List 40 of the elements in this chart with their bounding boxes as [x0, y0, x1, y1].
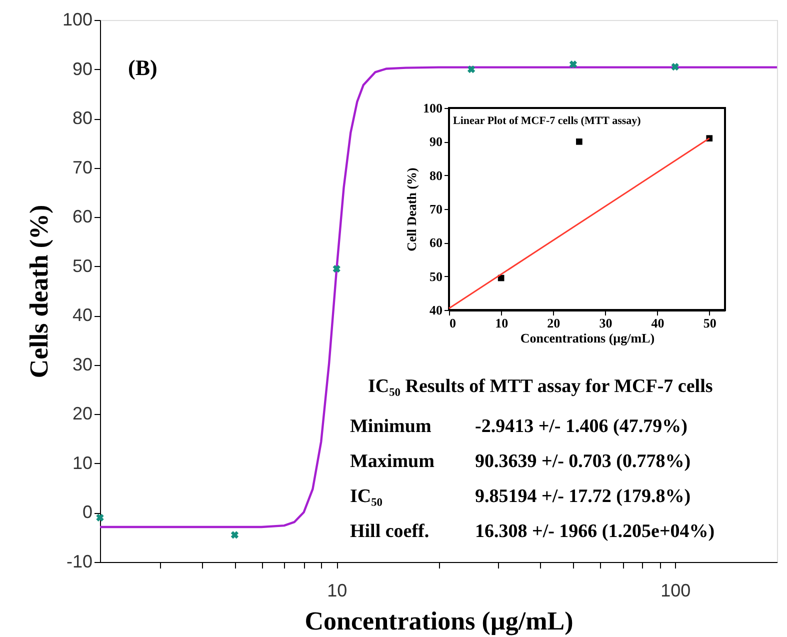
y-tick-label: 50	[72, 256, 92, 276]
y-tick-label: 10	[72, 452, 92, 473]
y-tick-label: 60	[430, 235, 442, 250]
x-tick-label: 10	[495, 316, 508, 330]
annotation: IC₅₀ Results of MTT assay for MCF-7 cells	[368, 376, 713, 397]
annotation: Hill coeff.	[350, 521, 430, 542]
y-tick-label: 50	[430, 268, 442, 284]
y-tick-label: -10	[66, 552, 92, 572]
point	[576, 138, 582, 145]
y-tick-label: 80	[430, 168, 442, 183]
y-axis-title: Cell Death (%)	[404, 168, 419, 252]
y-tick-label: 60	[72, 206, 92, 227]
y-tick-label: 20	[72, 404, 92, 424]
x-tick-label: 50	[703, 316, 716, 330]
y-tick-label: 0	[82, 502, 92, 522]
annotation: 16.308 +/- 1966 (1.205e+04%)	[475, 521, 715, 542]
annotation: IC₅₀	[350, 486, 383, 507]
annotation: -2.9413 +/- 1.406 (47.79%)	[475, 416, 688, 437]
annotation: 90.3639 +/- 0.703 (0.778%)	[475, 451, 691, 472]
y-tick-label: 90	[430, 134, 442, 150]
x-axis-title: Concentrations (µg/mL)	[304, 606, 574, 636]
annotation: 9.85194 +/- 17.72 (179.8%)	[475, 486, 691, 507]
y-tick-label: 90	[72, 58, 92, 79]
text: Linear Plot of MCF-7 cells (MTT assay)	[453, 115, 642, 127]
x-axis-title: Concentrations (µg/mL)	[520, 330, 655, 346]
y-tick-label: 80	[72, 108, 92, 128]
y-tick-label: 70	[430, 202, 442, 216]
x-tick-label: 20	[547, 316, 560, 330]
y-tick-label: 100	[62, 10, 92, 30]
x-tick-label: 0	[450, 316, 456, 330]
annotation: Minimum	[350, 416, 432, 437]
y-axis-title: Cells death (%)	[24, 204, 54, 378]
annotation: (B)	[128, 55, 158, 80]
y-tick-label: 40	[430, 302, 442, 318]
y-tick-label: 100	[423, 100, 442, 116]
x-tick-label: 40	[651, 316, 664, 330]
y-tick-label: 70	[72, 157, 92, 178]
annotation: Maximum	[350, 451, 435, 472]
y-tick-label: 30	[72, 354, 92, 374]
x-tick-label: 30	[599, 316, 612, 330]
